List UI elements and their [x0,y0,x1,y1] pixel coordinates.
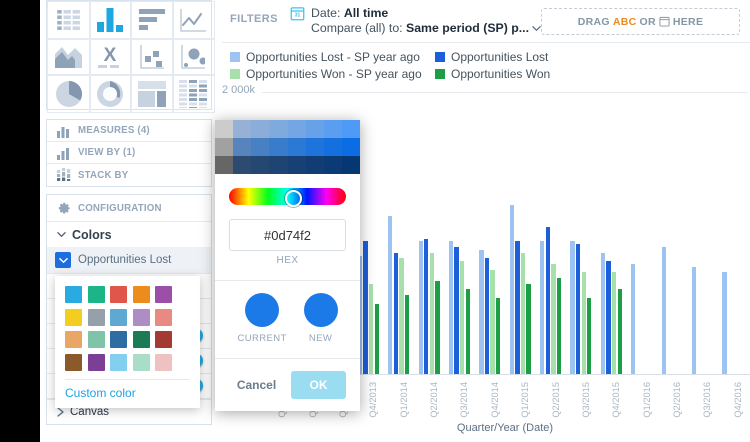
svg-text:31: 31 [295,13,301,19]
svg-text:X: X [104,45,117,66]
